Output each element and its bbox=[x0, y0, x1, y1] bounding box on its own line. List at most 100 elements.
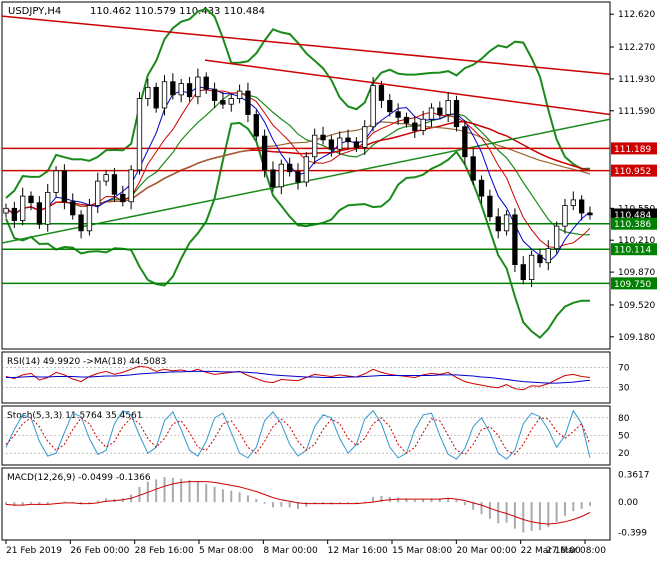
candle-body bbox=[320, 134, 326, 141]
x-tick-label: 8 Mar 00:00 bbox=[263, 546, 318, 556]
macd-tick-label: 0.3617 bbox=[618, 471, 650, 481]
level-label-box bbox=[611, 277, 657, 290]
macd-signal-line bbox=[5, 481, 591, 525]
candle-body bbox=[337, 137, 343, 150]
candle-body bbox=[3, 207, 9, 214]
stoch-tick-label: 80 bbox=[618, 414, 630, 424]
candle-body bbox=[220, 100, 226, 105]
macd-tick-label: -0.399 bbox=[618, 528, 647, 538]
axis-labels: 21 Feb 2019 26 Feb 00:00 28 Feb 16:00 5 Mar… bbox=[5, 540, 606, 556]
candle-body bbox=[211, 88, 218, 101]
ohlc-readout: 110.462 110.579 110.433 110.484 bbox=[90, 6, 265, 17]
x-tick-label: 15 Mar 08:00 bbox=[392, 546, 452, 556]
rsi-tick-label: 70 bbox=[618, 363, 630, 373]
candle-body bbox=[245, 90, 251, 115]
candle-body bbox=[78, 214, 84, 232]
trendline-red-lower bbox=[204, 59, 611, 116]
level-label: 109.750 bbox=[614, 280, 651, 290]
candle-body bbox=[153, 86, 159, 109]
candle-body bbox=[278, 163, 284, 188]
candle-body bbox=[562, 205, 568, 227]
candle-body bbox=[161, 81, 168, 109]
candle-body bbox=[545, 248, 551, 264]
candle-body bbox=[553, 225, 560, 250]
candle-body bbox=[20, 195, 26, 221]
x-tick-label: 5 Mar 08:00 bbox=[199, 546, 254, 556]
candle-body bbox=[28, 195, 34, 204]
candle-body bbox=[36, 202, 43, 225]
price-tick-label: 112.270 bbox=[618, 43, 655, 53]
level-label: 110.386 bbox=[614, 220, 651, 230]
candle-body bbox=[503, 214, 510, 232]
candle-body bbox=[412, 122, 418, 131]
candle-body bbox=[136, 98, 143, 171]
level-label: 110.114 bbox=[614, 246, 651, 256]
stoch-d-line bbox=[5, 417, 591, 456]
level-label: 111.189 bbox=[614, 145, 651, 155]
candle-body bbox=[61, 170, 68, 203]
stoch-plot: 80 50 20 bbox=[2, 409, 630, 460]
candle-body bbox=[353, 141, 360, 148]
x-tick-label: 26 Feb 00:00 bbox=[70, 546, 129, 556]
stoch-k-line bbox=[5, 409, 591, 460]
candle-body bbox=[203, 76, 209, 90]
candle-body bbox=[478, 179, 485, 197]
candle-body bbox=[328, 139, 335, 150]
candle-body bbox=[270, 169, 276, 188]
level-label-box bbox=[611, 142, 657, 155]
stoch-tick-label: 20 bbox=[618, 449, 630, 459]
candle-body bbox=[228, 98, 234, 105]
price-tick-label: 109.520 bbox=[618, 301, 655, 311]
level-label-box bbox=[611, 164, 657, 177]
candle-body bbox=[186, 83, 193, 98]
x-tick-label: 22 Mar 16:00 bbox=[521, 546, 581, 556]
rsi-plot: 70 30 bbox=[2, 363, 630, 394]
candle-body bbox=[286, 163, 293, 173]
candle-body bbox=[495, 216, 501, 232]
price-tick-label: 111.930 bbox=[618, 75, 655, 85]
candle-body bbox=[453, 100, 460, 128]
candle-body bbox=[537, 254, 543, 264]
macd-plot: 0.3617 0.00 -0.399 bbox=[5, 471, 650, 538]
chart-title: USDJPY,H4 bbox=[8, 6, 61, 17]
rsi-line bbox=[5, 365, 591, 391]
rsi-tick-label: 30 bbox=[618, 384, 630, 394]
candle-body bbox=[420, 118, 426, 131]
candle-body bbox=[111, 174, 118, 195]
candle-body bbox=[370, 85, 376, 128]
candle-body bbox=[95, 180, 101, 206]
candle-body bbox=[578, 199, 585, 214]
level-label-box bbox=[611, 243, 657, 256]
candle-body bbox=[387, 100, 393, 113]
candle-body bbox=[120, 193, 126, 203]
stoch-label: Stoch(5,3,3) 11.5764 35.4561 bbox=[7, 411, 142, 421]
candle-body bbox=[403, 116, 410, 124]
candle-body bbox=[86, 205, 93, 232]
stoch-tick-label: 50 bbox=[618, 432, 630, 442]
price-plot: 112.620112.270111.930111.590110.550110.2… bbox=[1, 7, 657, 343]
x-tick-label: 21 Feb 2019 bbox=[6, 546, 62, 556]
candle-body bbox=[170, 81, 176, 96]
candle-body bbox=[528, 254, 535, 281]
candle-body bbox=[303, 156, 310, 183]
candle-body bbox=[395, 111, 401, 118]
candle-body bbox=[462, 126, 468, 158]
candle-body bbox=[53, 170, 59, 193]
candle-body bbox=[195, 76, 201, 98]
x-tick-label: 27 Mar 08:00 bbox=[546, 546, 606, 556]
macd-tick-label: 0.00 bbox=[618, 498, 638, 508]
x-tick-label: 20 Mar 00:00 bbox=[456, 546, 516, 556]
price-tick-label: 111.590 bbox=[618, 107, 655, 117]
trendline-red-upper bbox=[1, 15, 611, 75]
candle-body bbox=[445, 100, 451, 115]
level-label-box bbox=[611, 208, 657, 221]
candle-body bbox=[378, 85, 385, 101]
candle-body bbox=[103, 174, 109, 182]
candle-body bbox=[362, 126, 368, 148]
level-label: 110.484 bbox=[614, 211, 651, 221]
price-tick-label: 110.210 bbox=[618, 236, 655, 246]
candle-body bbox=[345, 137, 351, 143]
candle-body bbox=[295, 171, 301, 183]
